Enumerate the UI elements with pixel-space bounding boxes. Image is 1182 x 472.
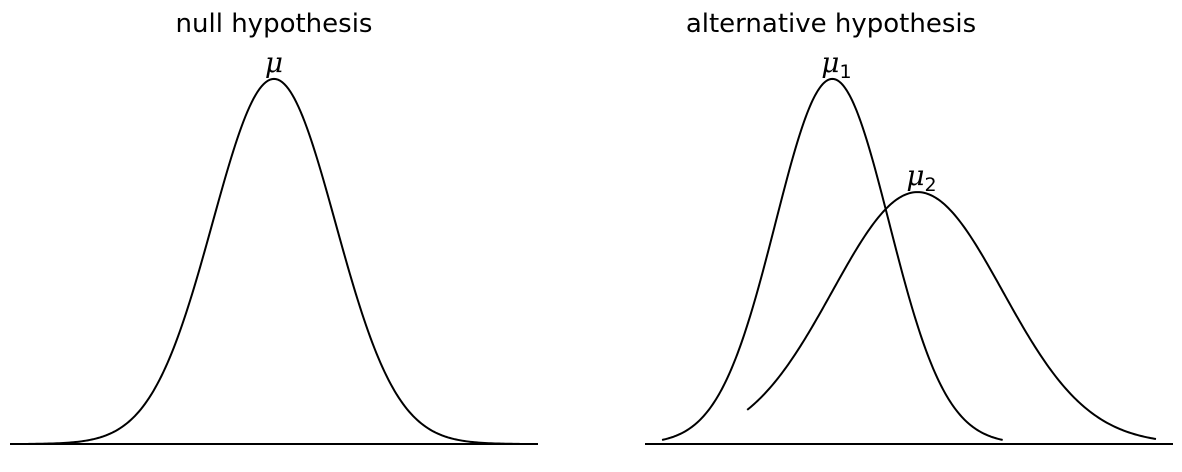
mu-label: μ [265,46,283,79]
alternative-hypothesis-panel: alternative hypothesis μ1 μ2 [645,9,1173,445]
null-hypothesis-title: null hypothesis [176,9,373,39]
null-hypothesis-panel: null hypothesis μ [10,9,538,445]
alternative-hypothesis-title: alternative hypothesis [686,9,976,39]
mu2-label: μ2 [906,159,936,196]
mu1-label: μ1 [821,46,851,83]
mu1-distribution-curve [661,77,1003,441]
mu2-distribution-curve [746,191,1157,440]
null-distribution-curve [28,77,520,445]
